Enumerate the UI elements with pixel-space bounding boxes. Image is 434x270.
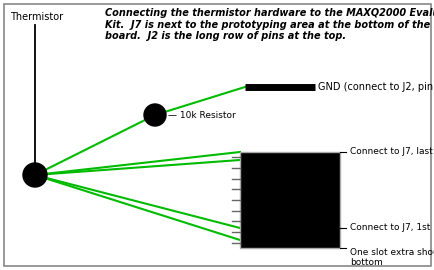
Circle shape	[144, 104, 166, 126]
Text: Connect to J7, 1st pin: Connect to J7, 1st pin	[349, 224, 434, 232]
Text: Connect to J7, last pin: Connect to J7, last pin	[349, 147, 434, 157]
Text: Thermistor: Thermistor	[10, 12, 63, 22]
Text: GND (connect to J2, pin 71): GND (connect to J2, pin 71)	[317, 82, 434, 92]
Bar	[240, 152, 339, 248]
Circle shape	[23, 163, 47, 187]
Text: — 10k Resistor: — 10k Resistor	[168, 110, 235, 120]
Text: Connecting the thermistor hardware to the MAXQ2000 Evaluation
Kit.  J7 is next t: Connecting the thermistor hardware to th…	[105, 8, 434, 41]
Text: One slot extra should hang off
bottom: One slot extra should hang off bottom	[349, 248, 434, 267]
